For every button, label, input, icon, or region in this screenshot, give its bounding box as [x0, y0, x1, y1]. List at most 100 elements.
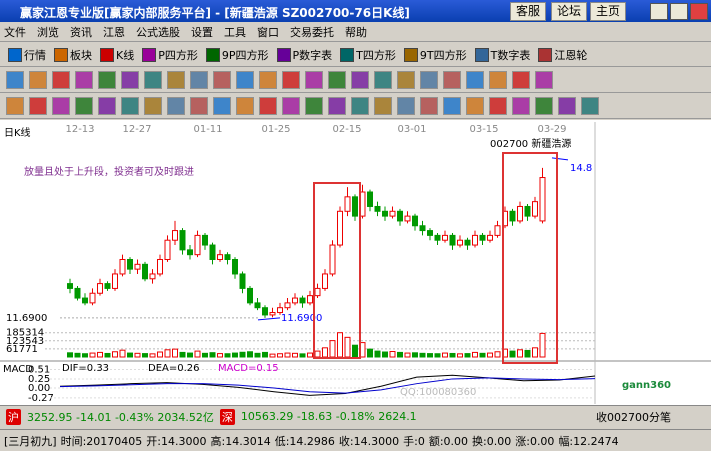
info-field: 涨:0.00	[515, 434, 555, 448]
tool-icon[interactable]	[213, 71, 231, 89]
tool-icon[interactable]	[236, 71, 254, 89]
tool-icon[interactable]	[374, 71, 392, 89]
tool-icon[interactable]	[558, 97, 576, 115]
tool-icon[interactable]	[6, 71, 24, 89]
tool-icon[interactable]	[535, 97, 553, 115]
window-button[interactable]: 主页	[590, 2, 627, 21]
tool-icon[interactable]	[305, 97, 323, 115]
tool-icon[interactable]	[397, 97, 415, 115]
tool-icon[interactable]	[52, 71, 70, 89]
tool-icon[interactable]	[144, 97, 162, 115]
menu-item[interactable]: 交易委托	[290, 25, 334, 39]
volume-bar	[307, 352, 313, 358]
toolbar-button[interactable]: P四方形	[142, 47, 198, 63]
tool-icon[interactable]	[420, 71, 438, 89]
tool-icon[interactable]	[443, 71, 461, 89]
tool-icon[interactable]	[190, 71, 208, 89]
toolbar-button[interactable]: T四方形	[340, 47, 396, 63]
candle-body	[232, 258, 238, 275]
tool-icon[interactable]	[328, 97, 346, 115]
tool-icon[interactable]	[351, 71, 369, 89]
tool-icon[interactable]	[535, 71, 553, 89]
tool-icon[interactable]	[52, 97, 70, 115]
status-text[interactable]: 收002700分笔	[596, 410, 671, 424]
menu-item[interactable]: 资讯	[70, 25, 92, 39]
maximize-button[interactable]	[670, 3, 688, 20]
tool-icon[interactable]	[29, 97, 47, 115]
tool-icon[interactable]	[351, 97, 369, 115]
tool-icon[interactable]	[29, 71, 47, 89]
candle-body	[157, 258, 163, 275]
info-field: 收:14.3000	[338, 434, 400, 448]
menu-item[interactable]: 文件	[4, 25, 26, 39]
candle-body	[172, 230, 178, 241]
tool-icon[interactable]	[512, 97, 530, 115]
toolbar-button[interactable]: 行情	[8, 47, 46, 63]
candle-body	[337, 210, 343, 246]
menu-item[interactable]: 浏览	[37, 25, 59, 39]
tool-icon[interactable]	[374, 97, 392, 115]
window-button[interactable]: 客服	[510, 2, 547, 21]
market-badge: 沪	[6, 408, 21, 425]
volume-bar	[352, 344, 358, 358]
tool-icon[interactable]	[328, 71, 346, 89]
candle-body	[329, 244, 336, 275]
tool-icon[interactable]	[466, 71, 484, 89]
toolbar-button[interactable]: T数字表	[474, 47, 530, 63]
tool-icon[interactable]	[282, 71, 300, 89]
window-button[interactable]: 论坛	[551, 2, 588, 21]
toolbar-button[interactable]: 江恩轮	[538, 47, 587, 63]
tool-icon[interactable]	[167, 71, 185, 89]
candle-body	[517, 205, 523, 222]
menu-item[interactable]: 窗口	[257, 25, 279, 39]
tool-icon[interactable]	[259, 97, 277, 115]
volume-bar	[172, 348, 178, 358]
menu-item[interactable]: 设置	[191, 25, 213, 39]
tool-icon[interactable]	[489, 71, 507, 89]
tool-icon[interactable]	[6, 97, 24, 115]
period-label: 日K线	[4, 126, 31, 139]
tool-icon[interactable]	[489, 97, 507, 115]
toolbar-button[interactable]: P数字表	[276, 47, 332, 63]
tool-icon[interactable]	[259, 71, 277, 89]
tool-icon[interactable]	[167, 97, 185, 115]
menu-item[interactable]: 公式选股	[136, 25, 180, 39]
tool-icon[interactable]	[581, 97, 599, 115]
tool-icon[interactable]	[236, 97, 254, 115]
close-button[interactable]	[690, 3, 708, 20]
dif-line	[59, 374, 596, 396]
menu-item[interactable]: 帮助	[345, 25, 367, 39]
minimize-button[interactable]	[650, 3, 668, 20]
menu-item[interactable]: 工具	[224, 25, 246, 39]
tool-icon[interactable]	[443, 97, 461, 115]
menu-item[interactable]: 江恩	[103, 25, 125, 39]
toolbar-button[interactable]: 9T四方形	[403, 47, 467, 63]
dif-label: DIF=0.33	[62, 363, 109, 374]
volume-bar	[299, 353, 306, 358]
info-field: 开:14.3000	[146, 434, 207, 448]
tool-icon[interactable]	[282, 97, 300, 115]
tool-icon[interactable]	[397, 71, 415, 89]
tool-icon[interactable]	[98, 71, 116, 89]
tool-icon[interactable]	[305, 71, 323, 89]
tool-icon[interactable]	[466, 97, 484, 115]
tool-icon[interactable]	[512, 71, 530, 89]
tool-icon[interactable]	[75, 71, 93, 89]
price-tick-label: 11.6900	[6, 313, 47, 324]
toolbar-button[interactable]: K线	[100, 47, 134, 63]
tool-icon[interactable]	[190, 97, 208, 115]
logo: gann360	[622, 380, 671, 391]
toolbar-button[interactable]: 板块	[54, 47, 92, 63]
tool-icon[interactable]	[75, 97, 93, 115]
volume-bar	[322, 347, 328, 358]
tool-icon[interactable]	[144, 71, 162, 89]
tool-icon[interactable]	[121, 71, 139, 89]
toolbar-button[interactable]: 9P四方形	[205, 47, 269, 63]
tool-icon[interactable]	[98, 97, 116, 115]
candle-body	[412, 215, 418, 227]
tool-icon[interactable]	[213, 97, 231, 115]
macd-tick-label: -0.27	[28, 393, 54, 404]
tool-icon[interactable]	[121, 97, 139, 115]
candle-body	[97, 283, 103, 294]
tool-icon[interactable]	[420, 97, 438, 115]
